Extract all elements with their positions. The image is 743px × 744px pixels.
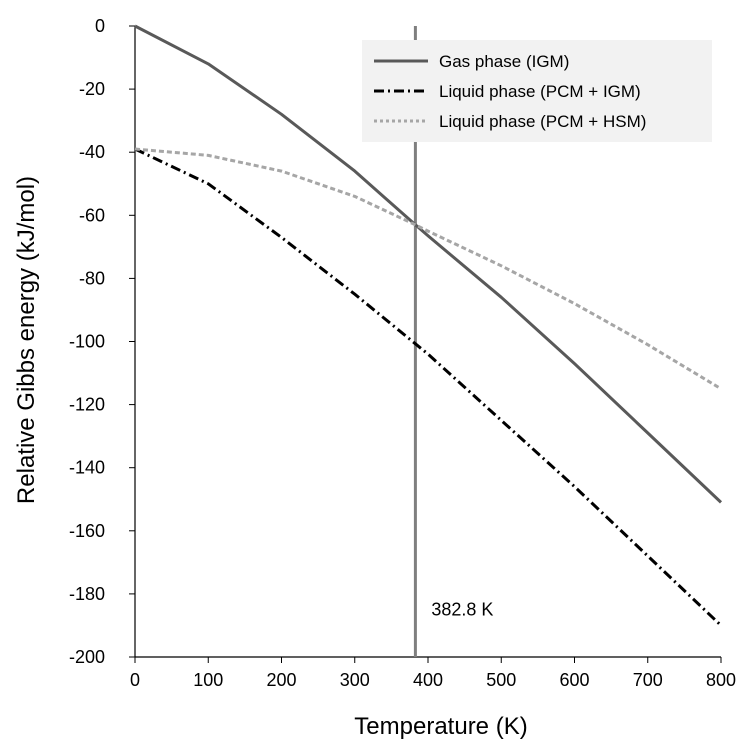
y-tick-label: -200 xyxy=(69,647,105,667)
y-tick-label: -100 xyxy=(69,332,105,352)
y-axis-title: Relative Gibbs energy (kJ/mol) xyxy=(13,176,40,504)
plot-area: 0 100 200 300 400 500 600 700 800 0 -20 -40 -60 -80 -1… xyxy=(69,16,736,690)
y-tick-label: -20 xyxy=(79,79,105,99)
y-tick-label: -80 xyxy=(79,268,105,288)
x-tick-label: 100 xyxy=(193,670,223,690)
y-tick-label: 0 xyxy=(95,16,105,36)
y-tick-label: -60 xyxy=(79,205,105,225)
vertical-line-annotation: 382.8 K xyxy=(431,600,493,620)
x-axis-title: Temperature (K) xyxy=(354,713,527,740)
x-tick-label: 300 xyxy=(340,670,370,690)
y-tick-label: -180 xyxy=(69,584,105,604)
y-tick-label: -160 xyxy=(69,521,105,541)
legend: Gas phase (IGM) Liquid phase (PCM + IGM)… xyxy=(362,40,712,142)
x-tick-label: 200 xyxy=(266,670,296,690)
series-line-liquid-pcm-igm xyxy=(134,147,723,627)
x-tick-label: 600 xyxy=(559,670,589,690)
legend-label-liquid-pcm-igm: Liquid phase (PCM + IGM) xyxy=(439,82,641,101)
y-tick-label: -140 xyxy=(69,458,105,478)
x-tick-label: 800 xyxy=(706,670,736,690)
legend-label-liquid-pcm-hsm: Liquid phase (PCM + HSM) xyxy=(439,112,646,131)
y-tick-label: -120 xyxy=(69,395,105,415)
x-tick-label: 700 xyxy=(633,670,663,690)
x-tick-label: 0 xyxy=(130,670,140,690)
x-tick-label: 400 xyxy=(413,670,443,690)
y-tick-label: -40 xyxy=(79,142,105,162)
series-line-liquid-pcm-hsm xyxy=(134,147,722,391)
x-tick-label: 500 xyxy=(486,670,516,690)
legend-label-gas-phase: Gas phase (IGM) xyxy=(439,52,569,71)
series-line-gas-phase xyxy=(134,24,723,504)
